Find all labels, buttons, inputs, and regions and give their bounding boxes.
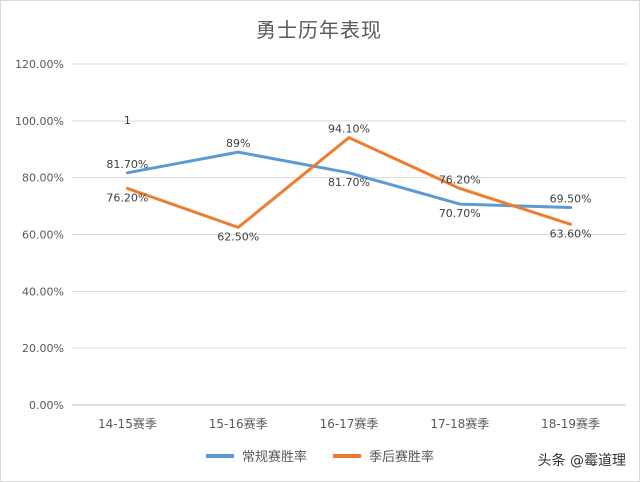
y-tick-label: 20.00% — [22, 342, 64, 355]
x-tick-label: 14-15赛季 — [98, 416, 157, 431]
data-label: 70.70% — [439, 207, 481, 220]
series-line-regular — [125, 150, 573, 210]
data-label: 76.20% — [106, 191, 148, 204]
annotation-label: 1 — [124, 114, 131, 127]
data-label: 62.50% — [217, 230, 259, 243]
chart-title: 勇士历年表现 — [256, 18, 382, 42]
legend-item-playoff: 季后赛胜率 — [333, 446, 434, 465]
x-tick-label: 18-19赛季 — [541, 416, 600, 431]
data-label: 81.70% — [328, 176, 370, 189]
legend-item-regular: 常规赛胜率 — [205, 446, 307, 465]
data-label: 89% — [226, 137, 250, 150]
x-tick-label: 15-16赛季 — [209, 416, 268, 431]
data-label: 94.10% — [328, 123, 370, 136]
y-tick-label: 60.00% — [22, 229, 64, 242]
data-label: 63.60% — [550, 227, 592, 240]
x-tick-label: 17-18赛季 — [430, 416, 489, 431]
series-line-playoff — [125, 136, 573, 229]
data-label: 69.50% — [550, 193, 592, 206]
legend-swatch-regular — [205, 453, 234, 458]
legend: 常规赛胜率 季后赛胜率 — [0, 446, 640, 465]
y-tick-label: 40.00% — [22, 285, 64, 298]
x-tick-label: 16-17赛季 — [320, 416, 379, 431]
legend-swatch-playoff — [333, 453, 361, 458]
data-label: 76.20% — [439, 173, 481, 186]
data-label: 81.70% — [106, 158, 148, 171]
y-tick-label: 100.00% — [15, 115, 64, 128]
y-tick-label: 120.00% — [15, 58, 64, 71]
y-tick-label: 80.00% — [22, 172, 64, 185]
legend-label-playoff: 季后赛胜率 — [369, 450, 435, 465]
legend-label-regular: 常规赛胜率 — [241, 450, 307, 465]
y-tick-label: 0.00% — [29, 399, 64, 412]
watermark: 头条 @霉道理 — [537, 453, 626, 469]
